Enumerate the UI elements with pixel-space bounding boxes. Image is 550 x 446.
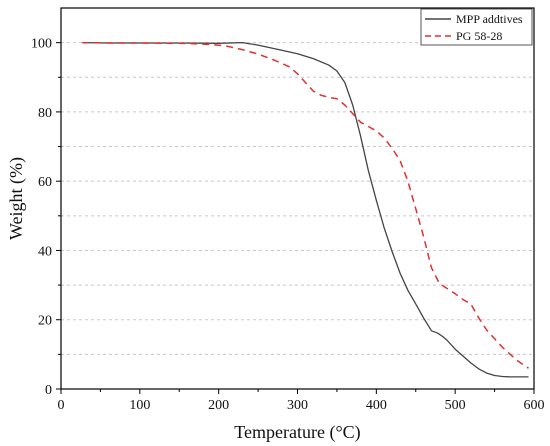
legend-label-pg-58-28: PG 58-28 [456,29,502,43]
x-axis-title: Temperature (°C) [234,422,360,443]
x-tick-label: 500 [445,398,466,413]
series-line-pg-58-28 [82,41,529,369]
x-tick-label: 0 [58,398,65,413]
legend: MPP addtives PG 58-28 [420,8,533,46]
series-layer [82,41,529,378]
y-tick-label: 80 [38,106,52,121]
y-axis-title: Weight (%) [6,157,27,240]
x-tick-label: 300 [287,398,308,413]
grid-lines [61,42,534,355]
y-tick-label: 0 [45,383,52,398]
legend-label-mpp-addtives: MPP addtives [456,12,523,26]
y-tick-label: 40 [38,244,52,259]
x-tick-label: 400 [366,398,387,413]
x-tick-label: 600 [524,398,545,413]
series-line-mpp-addtives [82,41,529,378]
y-tick-label: 100 [31,37,52,52]
legend-box [420,8,533,46]
plot-frame [60,7,535,390]
y-tick-label: 60 [38,175,52,190]
x-tick-label: 200 [208,398,229,413]
x-tick-label: 100 [129,398,150,413]
ticks: 0 100 200 300 400 500 600 0 20 40 60 80 100 [31,37,545,413]
y-tick-label: 20 [38,314,52,329]
